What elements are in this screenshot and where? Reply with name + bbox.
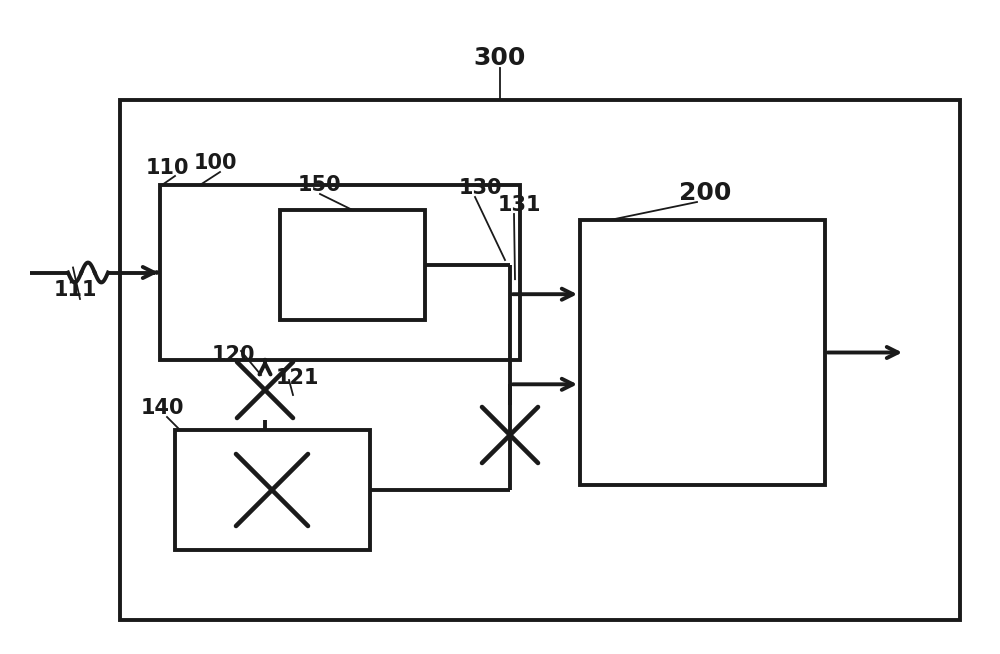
Text: 120: 120 <box>211 345 255 365</box>
Text: 130: 130 <box>458 178 502 198</box>
Text: 150: 150 <box>298 175 342 195</box>
Text: 300: 300 <box>474 46 526 70</box>
Bar <box>175 430 370 550</box>
Bar <box>580 220 825 485</box>
Text: 110: 110 <box>145 158 189 178</box>
Text: 121: 121 <box>275 368 319 388</box>
Text: 131: 131 <box>497 195 541 215</box>
Bar <box>120 100 960 620</box>
Text: 200: 200 <box>679 181 731 205</box>
Text: 140: 140 <box>140 398 184 418</box>
Text: 100: 100 <box>193 153 237 173</box>
Bar <box>160 185 520 360</box>
Bar <box>280 210 425 320</box>
Text: 111: 111 <box>53 280 97 300</box>
